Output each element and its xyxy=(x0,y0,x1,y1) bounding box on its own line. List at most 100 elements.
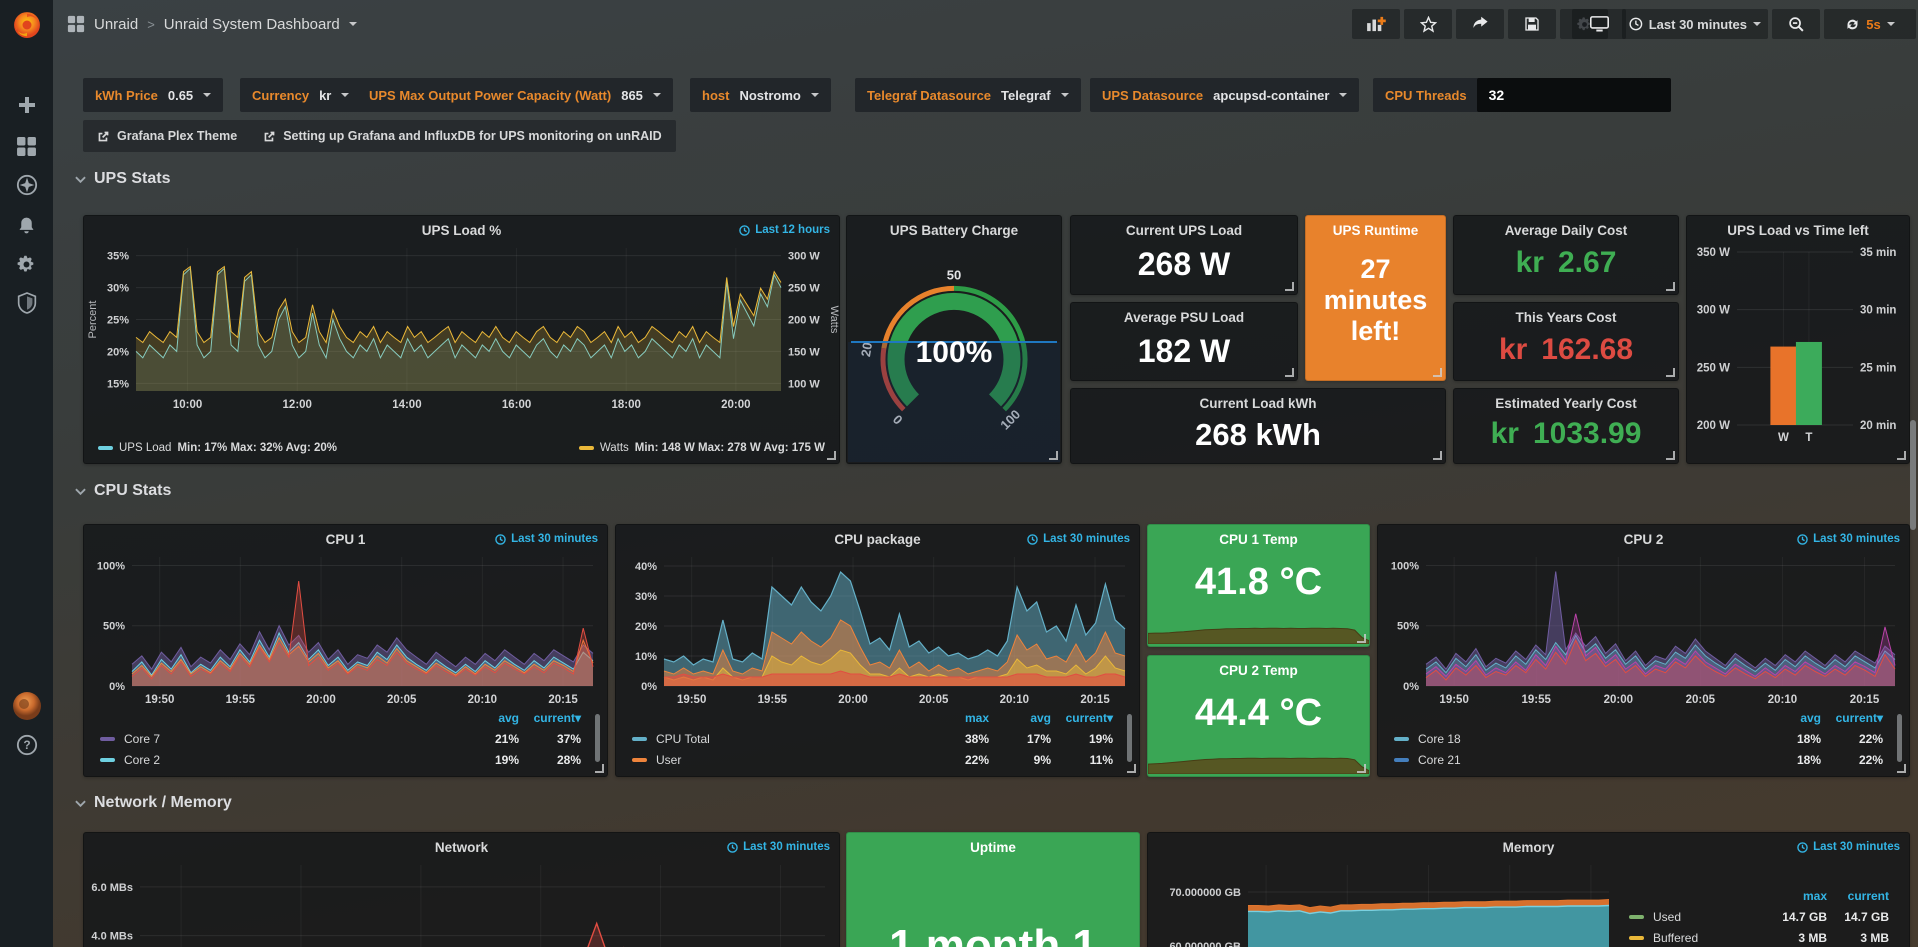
panel-time-range[interactable]: Last 12 hours xyxy=(739,224,830,236)
star-dashboard-button[interactable] xyxy=(1404,9,1452,39)
grafana-logo-icon[interactable] xyxy=(0,5,53,45)
variable-value[interactable]: 865 xyxy=(621,87,643,103)
panel-time-range[interactable]: Last 30 minutes xyxy=(1797,533,1900,545)
sidebar: ? xyxy=(0,0,53,947)
legend-series-label[interactable]: User xyxy=(632,753,927,767)
cycle-view-mode-button[interactable] xyxy=(1572,9,1626,39)
gauge-threshold-region xyxy=(848,342,1060,462)
variable-kwh-price[interactable]: kWh Price 0.65 xyxy=(83,78,224,112)
svg-text:100%: 100% xyxy=(97,560,125,572)
server-admin-shield-icon[interactable] xyxy=(0,286,53,320)
variable-ups-datasource[interactable]: UPS Datasource apcupsd-container xyxy=(1090,78,1360,112)
panel-title[interactable]: Uptime xyxy=(970,840,1016,855)
dashboard-settings-button[interactable] xyxy=(1560,9,1608,39)
legend-series-label[interactable]: CPU Total xyxy=(632,732,927,746)
legend-column-header[interactable]: max xyxy=(964,710,989,725)
link-grafana-plex-theme[interactable]: Grafana Plex Theme xyxy=(97,129,237,143)
panel-title[interactable]: CPU 1 Temp xyxy=(1219,532,1298,547)
panel-time-range[interactable]: Last 30 minutes xyxy=(1797,841,1900,853)
cpu2-chart[interactable]: 100% 50% 0% 19:50 19:55 20:00 20:05 20:10 20:15 xyxy=(1378,525,1909,776)
breadcrumb-folder[interactable]: Unraid xyxy=(94,15,139,33)
legend-series-label[interactable]: Core 18 xyxy=(1394,732,1759,746)
panel-time-range[interactable]: Last 30 minutes xyxy=(727,841,830,853)
panel-title[interactable]: Estimated Yearly Cost xyxy=(1495,396,1637,411)
legend-column-header[interactable]: avg xyxy=(1030,710,1051,725)
battery-gauge[interactable]: 0 20 50 100 xyxy=(847,240,1061,439)
page-title[interactable]: Unraid System Dashboard xyxy=(163,15,340,33)
panel-title[interactable]: Average Daily Cost xyxy=(1504,223,1628,238)
variable-value[interactable]: apcupsd-container xyxy=(1213,87,1330,103)
panel-title[interactable]: UPS Runtime xyxy=(1332,223,1419,238)
variable-ups-max-power[interactable]: UPS Max Output Power Capacity (Watt) 865 xyxy=(357,78,673,112)
page-scrollbar[interactable] xyxy=(1910,420,1916,530)
legend-scrollbar[interactable] xyxy=(595,714,600,762)
time-range-picker[interactable]: Last 30 minutes xyxy=(1622,9,1768,39)
section-network-memory[interactable]: Network / Memory xyxy=(75,794,232,812)
legend-column-header[interactable]: current▾ xyxy=(1835,710,1883,725)
legend-series-label[interactable]: Core 21 xyxy=(1394,753,1759,767)
legend-series-label[interactable]: Core 7 xyxy=(100,732,457,746)
panel-title[interactable]: CPU 1 xyxy=(325,532,366,547)
variable-value[interactable]: Nostromo xyxy=(739,87,801,103)
explore-compass-icon[interactable] xyxy=(0,168,53,202)
legend-series-label[interactable]: Buffered xyxy=(1629,931,1765,945)
stat-value: kr 2.67 xyxy=(1515,246,1617,279)
panel-title[interactable]: Average PSU Load xyxy=(1123,310,1245,325)
dashboards-icon[interactable] xyxy=(0,129,53,163)
legend-scrollbar[interactable] xyxy=(1127,714,1132,762)
legend-scrollbar[interactable] xyxy=(1897,714,1902,762)
legend-column-header[interactable]: avg xyxy=(498,710,519,725)
legend-series-label[interactable]: Core 2 xyxy=(100,753,457,767)
panel-time-range[interactable]: Last 30 minutes xyxy=(1027,533,1130,545)
panel-title[interactable]: UPS Load vs Time left xyxy=(1727,223,1869,238)
variable-currency[interactable]: Currency kr xyxy=(240,78,362,112)
legend-series-label[interactable]: Used xyxy=(1629,910,1765,924)
variable-value[interactable]: 0.65 xyxy=(167,87,194,103)
legend-entry[interactable]: Watts Min: 148 W Max: 278 W Avg: 175 W xyxy=(578,442,825,454)
section-cpu-stats[interactable]: CPU Stats xyxy=(75,482,171,500)
alerting-bell-icon[interactable] xyxy=(0,208,53,242)
cpu1-chart[interactable]: 100% 50% 0% 19:50 19:55 20:00 20:05 20:10 20:15 xyxy=(84,525,607,776)
variable-value[interactable]: Telegraf xyxy=(1001,87,1051,103)
link-ups-monitoring-guide[interactable]: Setting up Grafana and InfluxDB for UPS … xyxy=(263,129,662,143)
legend-column-header[interactable]: current xyxy=(1847,888,1889,903)
panel-title[interactable]: UPS Load % xyxy=(421,223,502,238)
save-dashboard-button[interactable] xyxy=(1508,9,1556,39)
panel-title[interactable]: Network xyxy=(434,840,489,855)
add-panel-button[interactable] xyxy=(1352,9,1400,39)
legend-column-header[interactable]: current▾ xyxy=(1065,710,1113,725)
panel-cpu1: CPU 1 Last 30 minutes 100% 50% 0% 19:50 19:5… xyxy=(83,524,608,777)
legend-column-header[interactable]: current▾ xyxy=(533,710,581,725)
legend-entry[interactable]: UPS Load Min: 17% Max: 32% Avg: 20% xyxy=(98,442,337,454)
variable-value[interactable]: kr xyxy=(319,87,332,103)
ups-load-chart[interactable]: 35% 300 W 30% 250 W 25% 200 W 20% 150 W 15% 100 W… xyxy=(84,216,840,463)
panel-title[interactable]: CPU package xyxy=(834,532,921,547)
variable-telegraf-datasource[interactable]: Telegraf Datasource Telegraf xyxy=(855,78,1081,112)
cpu-package-chart[interactable]: 40% 30% 20% 10% 0% 19:50 19:55 20:00 20:05 20:10 2… xyxy=(616,525,1139,776)
share-dashboard-button[interactable] xyxy=(1456,9,1504,39)
clock-icon xyxy=(727,841,738,853)
zoom-out-button[interactable] xyxy=(1772,9,1820,39)
create-plus-icon[interactable] xyxy=(0,88,53,122)
title-caret-down-icon[interactable] xyxy=(348,22,357,26)
user-avatar[interactable] xyxy=(0,688,53,724)
refresh-picker[interactable]: 5s xyxy=(1824,9,1916,39)
ups-load-vs-time-chart[interactable]: 350 W 35 min 300 W 30 min 250 W 25 min 200 W 20… xyxy=(1687,216,1909,463)
panel-title[interactable]: Current UPS Load xyxy=(1125,223,1243,238)
panel-title[interactable]: Memory xyxy=(1502,840,1555,855)
configuration-gear-icon[interactable] xyxy=(0,247,53,281)
panel-title[interactable]: CPU 2 xyxy=(1623,532,1664,547)
variable-host[interactable]: host Nostromo xyxy=(690,78,831,112)
cpu-threads-input[interactable] xyxy=(1476,78,1671,112)
panel-time-range[interactable]: Last 30 minutes xyxy=(495,533,598,545)
panel-title[interactable]: CPU 2 Temp xyxy=(1219,663,1298,678)
legend-column-header[interactable]: avg xyxy=(1800,710,1821,725)
legend-column-header[interactable]: max xyxy=(1802,888,1827,903)
panel-title[interactable]: Current Load kWh xyxy=(1199,396,1317,411)
panel-title[interactable]: This Years Cost xyxy=(1515,310,1617,325)
section-ups-stats[interactable]: UPS Stats xyxy=(75,170,170,188)
help-icon[interactable]: ? xyxy=(0,728,53,762)
panel-title[interactable]: UPS Battery Charge xyxy=(889,223,1019,238)
